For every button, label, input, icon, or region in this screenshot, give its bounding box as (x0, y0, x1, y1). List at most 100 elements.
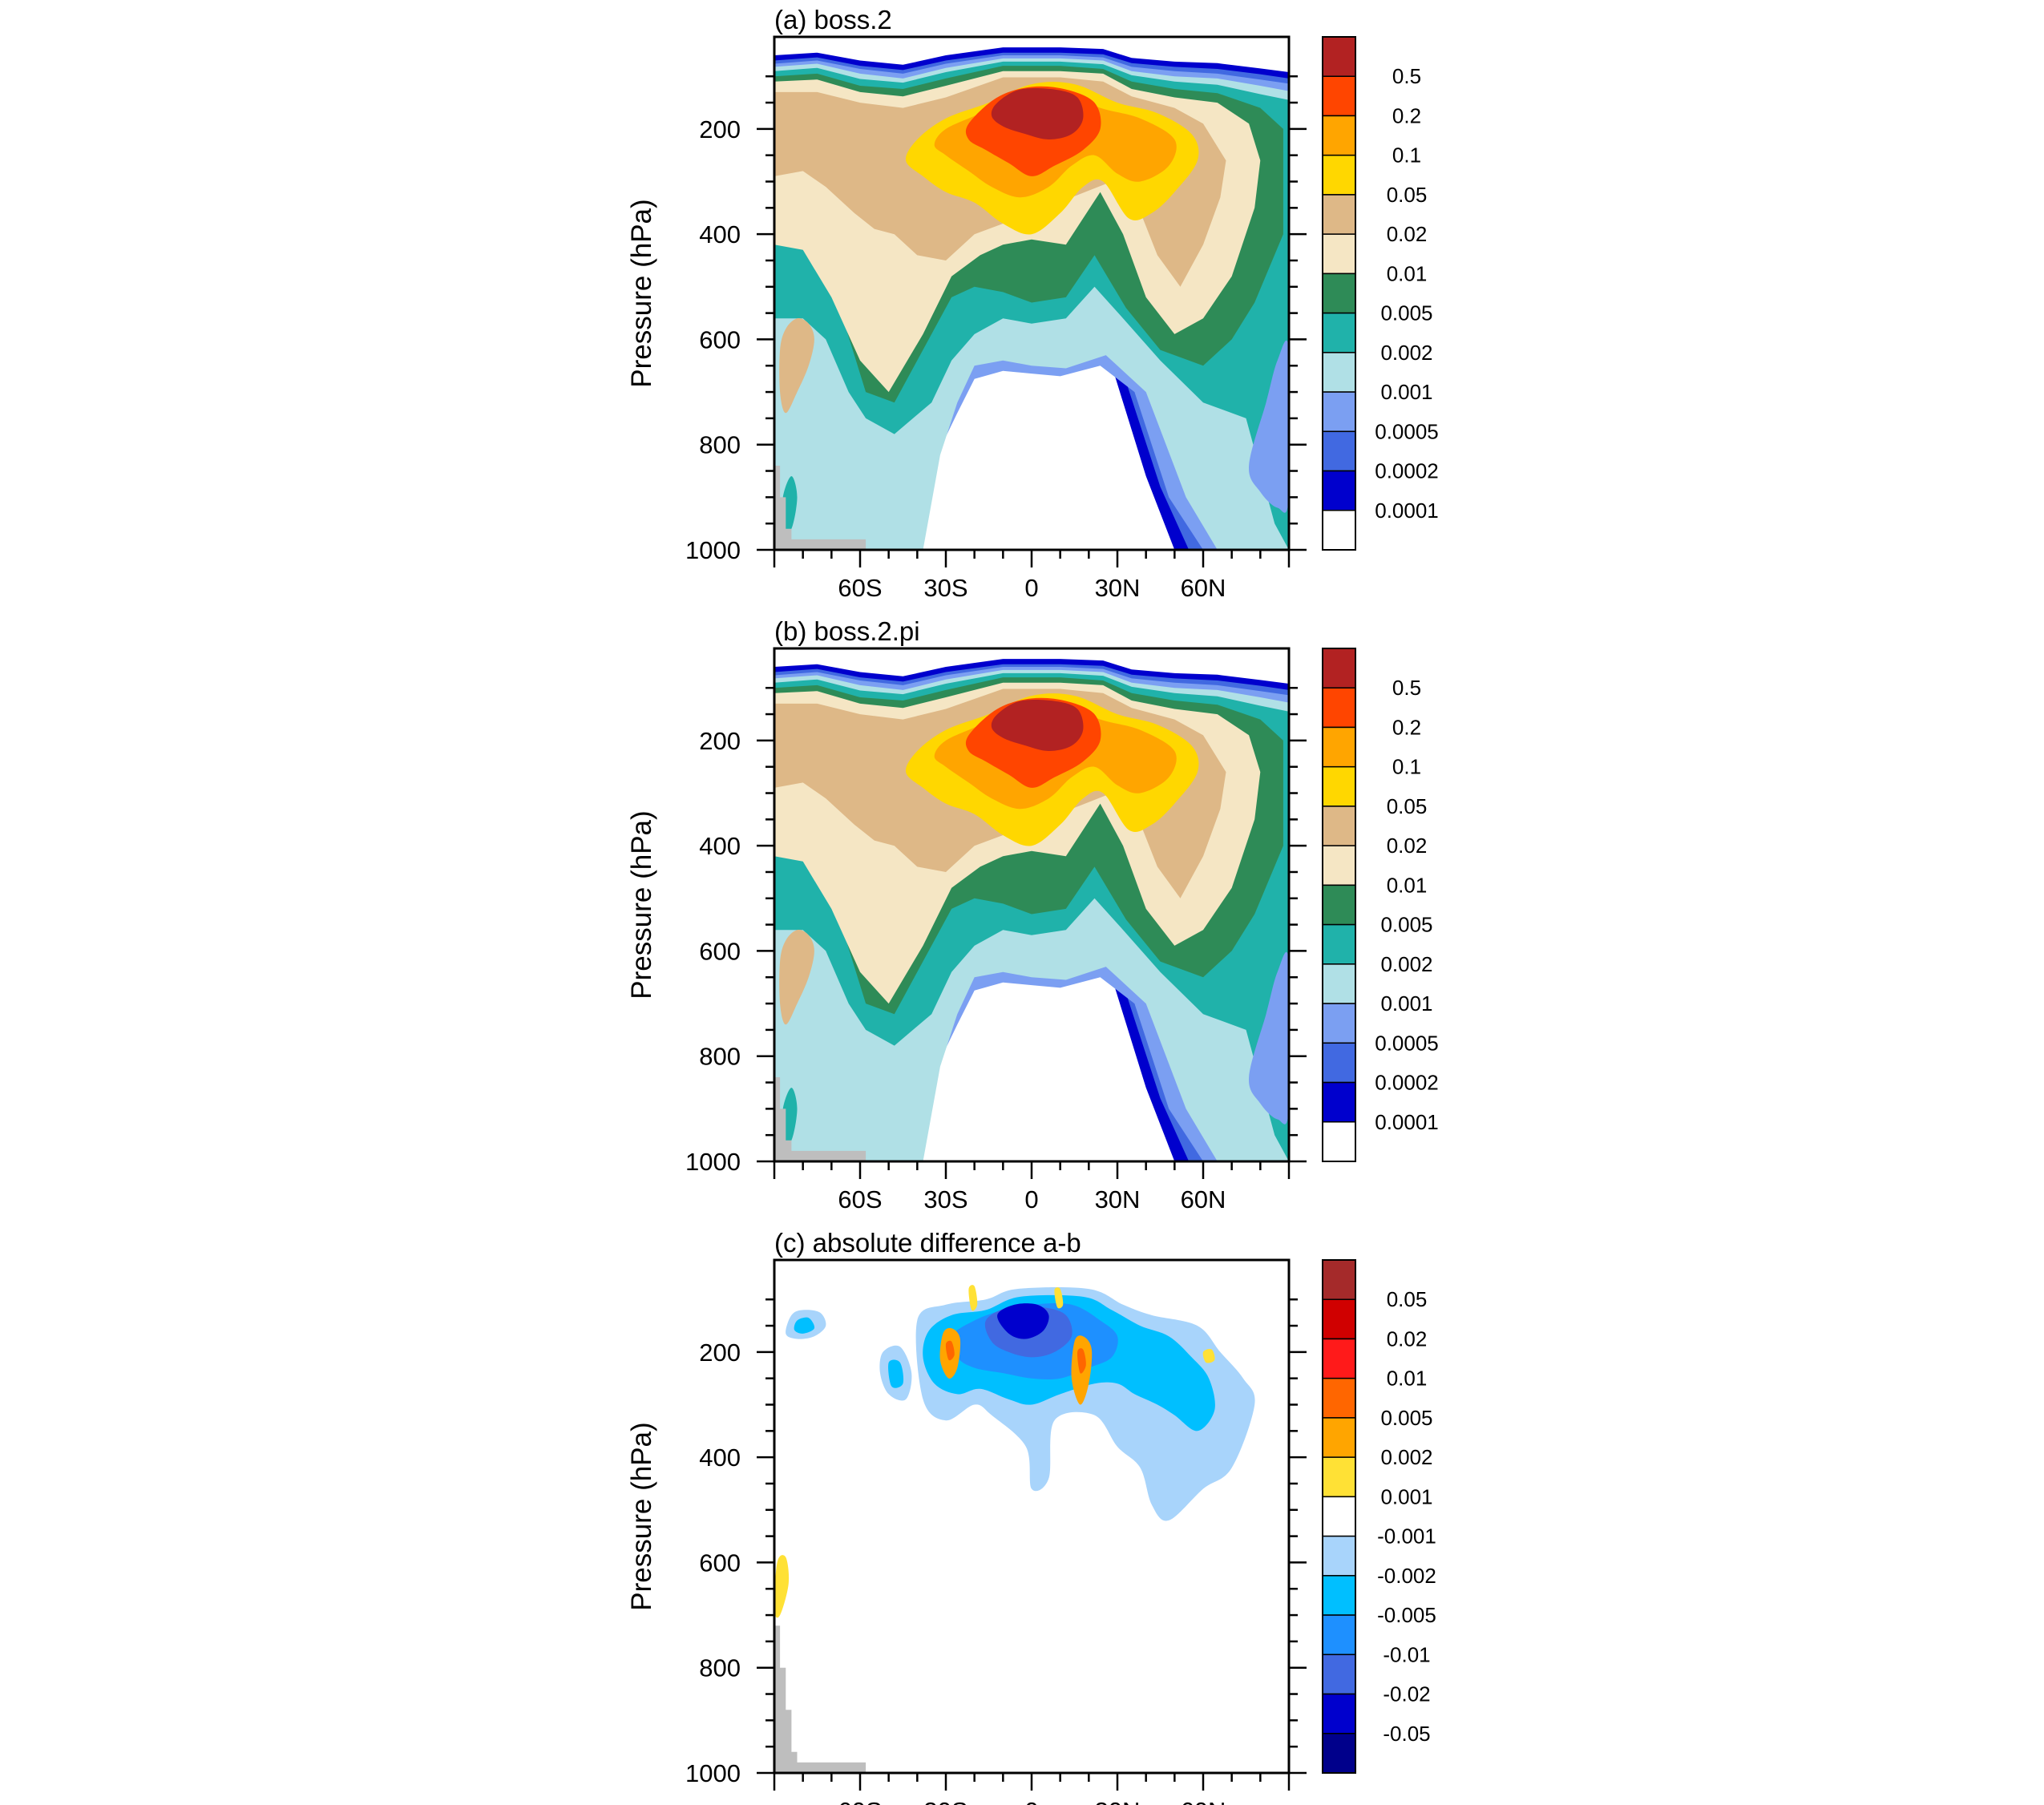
x-tick-label: 60N (1181, 1185, 1226, 1213)
colorbar-label: 0.005 (1380, 913, 1432, 937)
x-tick-label: 60N (1181, 1797, 1226, 1805)
x-tick-label: 0 (1024, 1185, 1038, 1213)
contour-band (774, 1555, 790, 1618)
contour-band (779, 929, 814, 1025)
y-axis-label: Pressure (hPa) (626, 810, 657, 999)
colorbar-swatch (1322, 75, 1356, 117)
contour-field (774, 47, 1289, 550)
colorbar-label: 0.5 (1392, 64, 1421, 88)
colorbar-swatch (1322, 1377, 1356, 1419)
panel-title: (a) boss.2 (774, 5, 892, 34)
contour-band (779, 317, 814, 414)
panel-b: (b) boss.2.pi 200 400 600 800 1000 60S 30S 0 30N 6… (626, 616, 1439, 1213)
colorbar-label: -0.005 (1377, 1603, 1436, 1627)
colorbar-swatch (1322, 765, 1356, 807)
colorbar-swatch (1322, 1456, 1356, 1498)
contour-band (991, 699, 1084, 751)
x-tick-label: 30N (1095, 574, 1141, 602)
y-tick-label: 800 (699, 1043, 741, 1071)
y-tick-label: 1000 (685, 1759, 741, 1787)
missing-data-region (774, 1625, 866, 1773)
colorbar-swatch (1322, 1654, 1356, 1695)
colorbar-label: 0.2 (1392, 103, 1421, 127)
colorbar-swatch (1322, 1121, 1356, 1162)
colorbar-label: 0.005 (1380, 1406, 1432, 1430)
colorbar-label: 0.0001 (1375, 1110, 1439, 1134)
y-tick-label: 200 (699, 1339, 741, 1367)
x-tick-label: 0 (1024, 574, 1038, 602)
y-tick-label: 600 (699, 1549, 741, 1577)
colorbar-label: 0.01 (1387, 261, 1428, 285)
y-tick-label: 1000 (685, 536, 741, 564)
colorbar-swatch (1322, 1081, 1356, 1123)
colorbar-swatch (1322, 1693, 1356, 1734)
colorbar-swatch (1322, 1496, 1356, 1537)
colorbar-label: 0.02 (1387, 834, 1428, 858)
colorbar-label: 0.0002 (1375, 1071, 1439, 1095)
y-axis-label: Pressure (hPa) (626, 199, 657, 387)
colorbar-label: 0.001 (1380, 380, 1432, 404)
colorbar-swatch (1322, 1338, 1356, 1379)
colorbar-swatch (1322, 233, 1356, 275)
colorbar-swatch (1322, 430, 1356, 472)
colorbar-swatch (1322, 1535, 1356, 1577)
colorbar-label: 0.002 (1380, 952, 1432, 976)
colorbar-label: 0.02 (1387, 222, 1428, 246)
y-tick-label: 400 (699, 832, 741, 860)
colorbar: 0.5 0.2 0.1 0.05 0.02 0.01 0.005 0.002 0.001 0.00… (1322, 648, 1439, 1162)
y-tick-label: 600 (699, 325, 741, 353)
panel-a: (a) boss.2 200 400 600 800 1000 60S 30S 0 30N 60N P… (626, 5, 1439, 602)
colorbar-swatch (1322, 391, 1356, 433)
y-tick-label: 200 (699, 115, 741, 143)
colorbar-swatch (1322, 312, 1356, 353)
x-tick-label: 60N (1181, 574, 1226, 602)
contour-band (968, 1285, 978, 1311)
contour-band (1054, 1287, 1064, 1309)
x-tick-label: 30N (1095, 1185, 1141, 1213)
x-tick-label: 60S (838, 574, 882, 602)
y-axis-label: Pressure (hPa) (626, 1422, 657, 1610)
colorbar-swatch (1322, 154, 1356, 196)
panel-c: (c) absolute difference a-b 200 400 600 800 1… (626, 1228, 1436, 1805)
y-tick-label: 400 (699, 220, 741, 248)
x-tick-label: 30N (1095, 1797, 1141, 1805)
contour-band (1202, 1349, 1215, 1363)
colorbar-label: 0.1 (1392, 755, 1421, 779)
colorbar-label: 0.002 (1380, 341, 1432, 365)
y-tick-label: 400 (699, 1444, 741, 1472)
colorbar-label: -0.02 (1383, 1682, 1430, 1706)
colorbar-swatch (1322, 470, 1356, 511)
y-tick-label: 1000 (685, 1148, 741, 1176)
x-tick-label: 30S (923, 1185, 967, 1213)
colorbar-swatch (1322, 1042, 1356, 1084)
contour-band (945, 1340, 955, 1361)
colorbar-swatch (1322, 884, 1356, 926)
colorbar-swatch (1322, 194, 1356, 235)
y-tick-label: 800 (699, 1654, 741, 1682)
colorbar-label: 0.02 (1387, 1326, 1428, 1351)
colorbar-swatch (1322, 1298, 1356, 1340)
colorbar-swatch (1322, 687, 1356, 729)
colorbar-label: 0.0005 (1375, 419, 1439, 443)
panel-title: (c) absolute difference a-b (774, 1228, 1081, 1258)
colorbar-label: 0.05 (1387, 183, 1428, 207)
colorbar-label: 0.001 (1380, 991, 1432, 1016)
contour-band (888, 1359, 904, 1388)
colorbar-label: 0.0005 (1375, 1031, 1439, 1055)
colorbar-frame (1322, 36, 1356, 551)
contour-band (1077, 1348, 1086, 1374)
contour-band (794, 1317, 815, 1334)
missing-data-region (774, 466, 866, 550)
colorbar-swatch (1322, 1259, 1356, 1300)
colorbar-label: 0.2 (1392, 715, 1421, 739)
colorbar-frame (1322, 1259, 1356, 1774)
colorbar-label: -0.002 (1377, 1564, 1436, 1588)
colorbar-swatch (1322, 963, 1356, 1004)
colorbar-label: 0.01 (1387, 1367, 1428, 1391)
panel-title: (b) boss.2.pi (774, 616, 920, 646)
colorbar-label: 0.005 (1380, 301, 1432, 325)
colorbar-label: 0.5 (1392, 676, 1421, 700)
contour-band (997, 1303, 1049, 1339)
colorbar-frame (1322, 648, 1356, 1162)
